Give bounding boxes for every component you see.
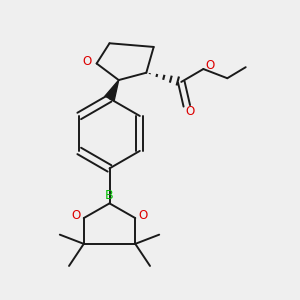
Text: O: O bbox=[71, 208, 80, 222]
Text: O: O bbox=[83, 55, 92, 68]
Text: O: O bbox=[206, 59, 214, 72]
Text: O: O bbox=[185, 105, 194, 118]
Polygon shape bbox=[105, 80, 119, 101]
Text: B: B bbox=[105, 189, 114, 202]
Text: O: O bbox=[139, 208, 148, 222]
